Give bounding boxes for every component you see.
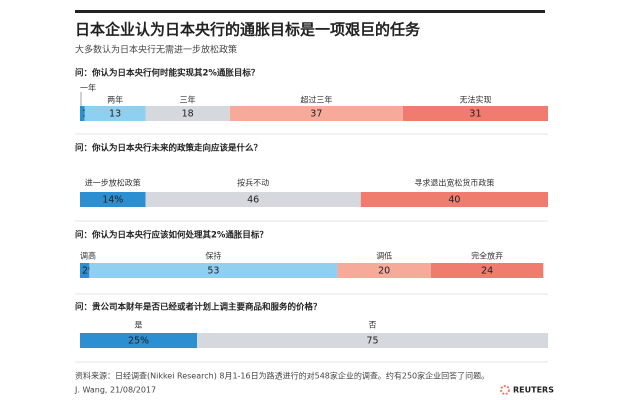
bar-segment: [145, 192, 361, 207]
bar-segment: [80, 106, 85, 121]
bar-segment: [80, 263, 90, 278]
bar-segment: [80, 192, 146, 207]
bar-segment: [431, 263, 544, 278]
logo: REUTERS: [513, 386, 554, 395]
value-label: 14%: [102, 195, 123, 206]
value-label: 46: [247, 195, 259, 206]
subtitle: 大多数认为日本央行无需进一步放松政策: [75, 44, 237, 56]
chart-title: 日本企业认为日本央行的通胀目标是一项艰巨的任务: [75, 21, 421, 39]
bar-segment: [337, 263, 431, 278]
segment-label: 进一步放松政策: [85, 178, 141, 188]
value-label: 37: [310, 109, 322, 120]
segment-label: 调高: [80, 251, 96, 261]
bar-segment: [229, 106, 403, 121]
value-label: 20: [378, 266, 390, 277]
value-label: 18: [182, 109, 194, 120]
bar-segment: [402, 106, 548, 121]
value-label: 31: [469, 109, 481, 120]
value-label: 53: [207, 266, 219, 277]
segment-label: 保持: [205, 251, 221, 261]
segment-label: 是: [135, 321, 143, 330]
segment-label: 两年: [107, 95, 123, 105]
value-label: 13: [109, 109, 121, 120]
logo-icon: [500, 385, 510, 395]
bar-segment: [197, 333, 548, 348]
segment-label: 按兵不动: [237, 178, 269, 188]
bar-segment: [80, 333, 197, 348]
question: 问：你认为日本央行未来的政策走向应该是什么？: [75, 143, 262, 154]
byline: J. Wang, 21/08/2017: [74, 386, 156, 395]
segment-label: 寻求退出宽松货币政策: [414, 178, 494, 188]
segment-label: 否: [369, 321, 377, 330]
question: 问：你认为日本央行何时能实现其2%通胀目标？: [75, 68, 259, 79]
segment-label: 调低: [376, 251, 392, 261]
bar-segment: [360, 192, 548, 207]
value-label: 25%: [128, 336, 149, 347]
value-label: 75: [366, 336, 378, 347]
value-label: 40: [448, 195, 460, 206]
top-rule: [75, 10, 545, 13]
segment-label: 完全放弃: [471, 251, 503, 261]
value-label: 24: [481, 266, 493, 277]
bar-segment: [145, 106, 230, 121]
segment-label: 三年: [180, 95, 196, 105]
segment-label: 无法实现: [459, 95, 491, 105]
bar-segment: [89, 263, 338, 278]
segment-label: 一年: [80, 83, 96, 93]
source: 资料来源：日经调查(Nikkei Research) 8月1-16日为路透进行的…: [75, 371, 489, 381]
segment-label: 超过三年: [300, 95, 332, 105]
question: 问：贵公司本财年是否已经或者计划上调主要商品和服务的价格？: [75, 302, 322, 313]
bar-segment: [84, 106, 146, 121]
question: 问：你认为日本央行应该如何处理其2%通胀目标？: [75, 230, 268, 241]
